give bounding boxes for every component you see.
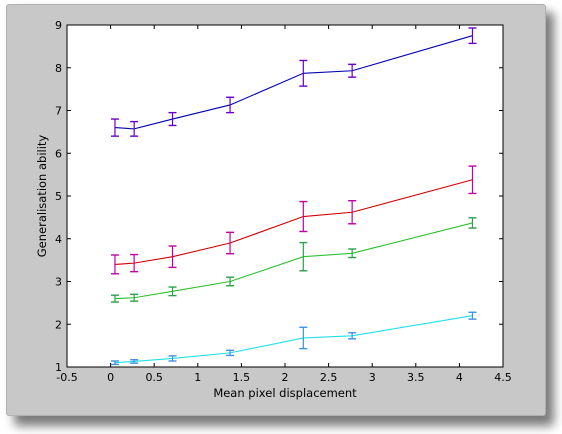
x-tick-label: -0.5 bbox=[56, 371, 77, 384]
y-tick-label: 1 bbox=[55, 361, 62, 374]
x-tick-label: 3.5 bbox=[407, 371, 425, 384]
x-tick-label: 1.5 bbox=[233, 371, 251, 384]
error-bar bbox=[110, 118, 119, 137]
error-bar bbox=[299, 200, 308, 233]
x-tick-label: 2 bbox=[282, 371, 289, 384]
error-bar bbox=[168, 355, 177, 362]
error-bar bbox=[348, 63, 357, 78]
x-tick-label: 1 bbox=[194, 371, 201, 384]
error-bar bbox=[299, 241, 308, 272]
error-bar bbox=[348, 332, 357, 340]
x-axis-label: Mean pixel displacement bbox=[213, 386, 357, 400]
error-bar bbox=[468, 217, 477, 229]
error-bar bbox=[348, 200, 357, 225]
error-bar bbox=[468, 311, 477, 320]
error-bar bbox=[468, 27, 477, 45]
error-bar bbox=[110, 294, 119, 303]
error-bar bbox=[130, 120, 139, 137]
error-bar bbox=[168, 111, 177, 127]
y-tick-label: 8 bbox=[55, 62, 62, 75]
y-tick-label: 6 bbox=[55, 147, 62, 160]
error-bar bbox=[226, 276, 235, 287]
x-tick-label: 0.5 bbox=[145, 371, 163, 384]
series-2 bbox=[110, 165, 477, 275]
x-tick-label: 4.5 bbox=[494, 371, 512, 384]
x-tick-label: 0 bbox=[107, 371, 114, 384]
error-bar bbox=[299, 326, 308, 350]
series-1 bbox=[110, 27, 477, 137]
series-group bbox=[110, 27, 477, 366]
error-bar bbox=[168, 286, 177, 297]
plot-area bbox=[67, 25, 503, 367]
error-bar bbox=[130, 293, 139, 302]
error-bar bbox=[130, 359, 139, 364]
error-bar bbox=[110, 360, 119, 366]
y-tick-label: 4 bbox=[55, 233, 62, 246]
x-tick-label: 3 bbox=[369, 371, 376, 384]
error-bar bbox=[226, 231, 235, 255]
y-axis-label: Generalisation ability bbox=[35, 135, 49, 258]
y-tick-label: 2 bbox=[55, 318, 62, 331]
y-tick-label: 5 bbox=[55, 190, 62, 203]
y-tick-label: 9 bbox=[55, 19, 62, 32]
error-bar bbox=[168, 245, 177, 269]
error-bar bbox=[468, 165, 477, 195]
error-bar bbox=[348, 248, 357, 259]
y-tick-label: 7 bbox=[55, 105, 62, 118]
x-tick-label: 2.5 bbox=[320, 371, 338, 384]
axes: -0.5 0 0.5 1 1.5 2 2.5 3 3.5 4 4.5 1 2 3 4 5 6 7 8 9 bbox=[55, 19, 512, 384]
error-bar bbox=[130, 253, 139, 273]
error-bar bbox=[110, 254, 119, 275]
x-tick-label: 4 bbox=[456, 371, 463, 384]
series-3 bbox=[110, 217, 477, 303]
y-tick-label: 3 bbox=[55, 276, 62, 289]
error-bar bbox=[299, 59, 308, 87]
error-bar bbox=[226, 96, 235, 114]
error-bar bbox=[226, 349, 235, 357]
series-4 bbox=[110, 311, 477, 366]
